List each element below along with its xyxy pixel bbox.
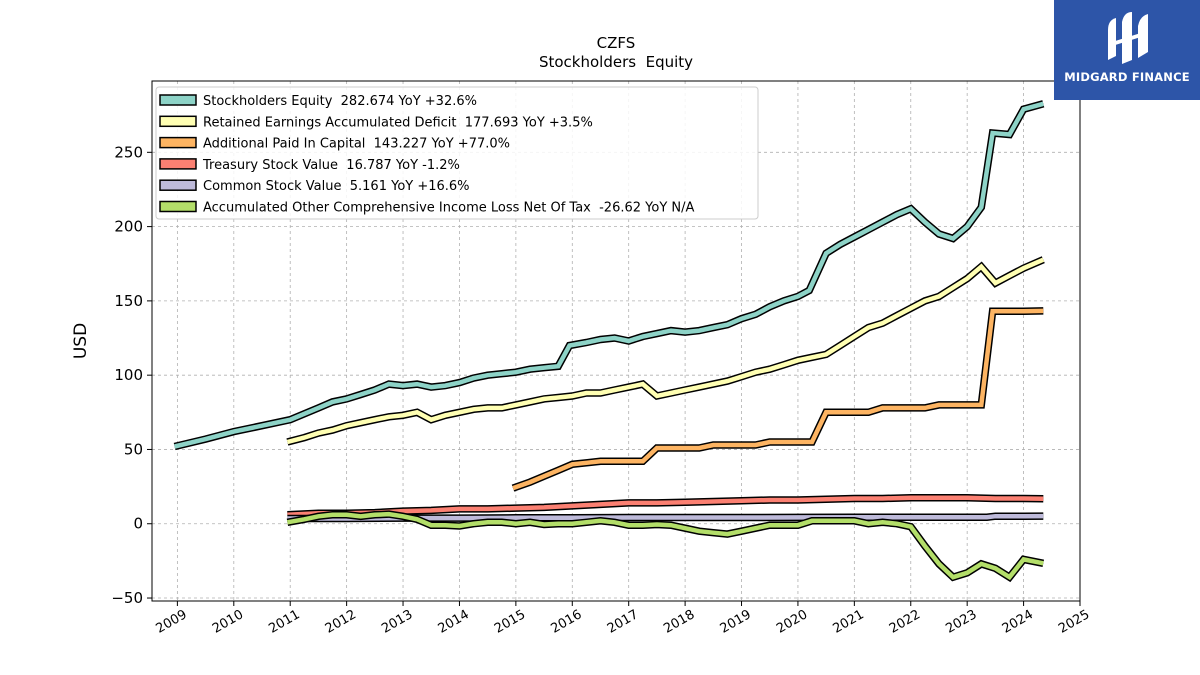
legend-label-4: Common Stock Value 5.161 YoY +16.6% xyxy=(203,179,470,194)
y-tick-label: −50 xyxy=(111,589,143,607)
logo-text: MIDGARD FINANCE xyxy=(1064,70,1190,84)
chart-title: CZFS xyxy=(597,34,636,52)
y-tick-label: 100 xyxy=(114,366,143,384)
series-line-4 xyxy=(287,513,1044,521)
x-tick-label: 2013 xyxy=(379,607,415,637)
x-tick-label: 2011 xyxy=(266,607,302,637)
x-tick-label: 2019 xyxy=(718,607,754,637)
x-tick-label: 2021 xyxy=(831,607,867,637)
series-line-2 xyxy=(512,308,1044,491)
y-tick-label: 250 xyxy=(114,143,143,161)
x-tick-label: 2020 xyxy=(774,607,810,637)
y-tick-label: 0 xyxy=(133,515,143,533)
x-tick-label: 2024 xyxy=(1000,607,1036,637)
legend-swatch-0 xyxy=(159,94,197,106)
legend-swatch-4 xyxy=(159,179,197,191)
x-tick-label: 2025 xyxy=(1056,607,1092,637)
x-tick-label: 2010 xyxy=(210,607,246,637)
x-tick-label: 2023 xyxy=(943,607,979,637)
x-tick-label: 2017 xyxy=(605,607,641,637)
legend-label-1: Retained Earnings Accumulated Deficit 17… xyxy=(203,115,593,130)
x-tick-label: 2022 xyxy=(887,607,923,637)
x-tick-label: 2009 xyxy=(154,607,190,637)
series-line-0 xyxy=(174,101,1044,449)
legend-swatch-3 xyxy=(159,158,197,170)
y-tick-label: 50 xyxy=(124,440,143,458)
legend-label-3: Treasury Stock Value 16.787 YoY -1.2% xyxy=(202,158,460,173)
series-line-5 xyxy=(287,511,1044,581)
legend-swatch-1 xyxy=(159,115,197,128)
series-line-3 xyxy=(287,495,1044,518)
plot-frame xyxy=(151,80,1081,602)
y-tick-label: 200 xyxy=(114,218,143,236)
x-tick-label: 2015 xyxy=(492,607,528,637)
legend-label-0: Stockholders Equity 282.674 YoY +32.6% xyxy=(203,94,477,109)
legend-label-2: Additional Paid In Capital 143.227 YoY +… xyxy=(203,137,510,152)
legend-label-5: Accumulated Other Comprehensive Income L… xyxy=(203,201,694,216)
x-tick-label: 2014 xyxy=(436,607,472,637)
legend-box xyxy=(155,86,759,220)
x-tick-label: 2012 xyxy=(323,607,359,637)
series-line-1 xyxy=(286,257,1045,445)
series-lines xyxy=(173,100,1045,583)
brand-logo: MIDGARD FINANCE xyxy=(1054,0,1200,100)
legend-swatch-5 xyxy=(159,200,197,213)
x-tick-label: 2018 xyxy=(661,607,697,637)
legend-swatch-2 xyxy=(159,136,197,149)
y-axis-label: USD xyxy=(71,323,91,359)
chart-subtitle: Stockholders Equity xyxy=(539,53,693,71)
y-tick-label: 150 xyxy=(114,292,143,310)
legend: Stockholders Equity 282.674 YoY +32.6% Re… xyxy=(155,86,759,220)
logo-mark-icon xyxy=(1108,12,1148,64)
x-tick-label: 2016 xyxy=(548,607,584,637)
